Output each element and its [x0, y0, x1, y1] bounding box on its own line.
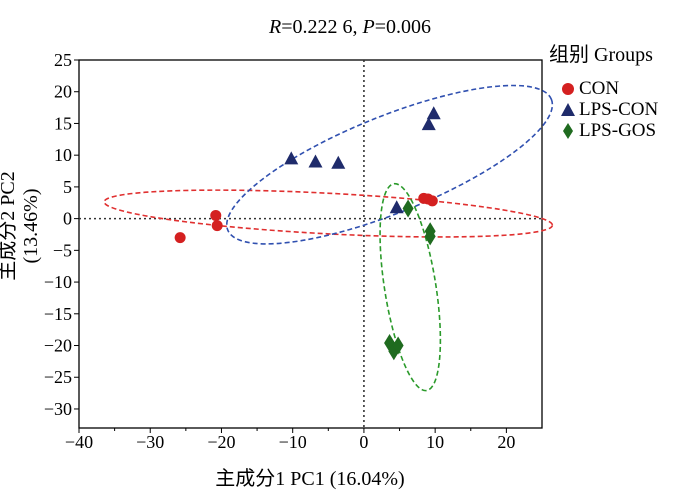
point-lps-con [421, 117, 436, 131]
y-tick-label: 10 [54, 145, 72, 165]
circle-marker-icon [562, 82, 574, 95]
chart-title: R=0.222 6, P=0.006 [269, 16, 431, 38]
x-tick-label: 10 [426, 432, 444, 452]
point-lps-con [308, 154, 323, 168]
y-tick-label: −15 [44, 304, 72, 324]
y-tick-label: −25 [44, 367, 72, 387]
y-tick-label: −5 [53, 240, 72, 260]
point-con [174, 232, 186, 244]
x-tick-label: −10 [279, 432, 307, 452]
x-tick-label: 0 [359, 432, 368, 452]
triangle-marker-icon [561, 102, 575, 116]
point-lps-con [389, 200, 404, 214]
legend-item-lps-con: LPS-CON [559, 99, 658, 120]
diamond-marker-icon [563, 122, 573, 139]
x-tick-label: −20 [207, 432, 235, 452]
legend: CON LPS-CON LPS-GOS [559, 78, 658, 141]
y-tick-label: 25 [54, 50, 72, 70]
point-con [211, 220, 223, 232]
point-con [426, 195, 438, 207]
y-tick-label: 15 [54, 113, 72, 133]
y-tick-label: −20 [44, 336, 72, 356]
x-tick-label: −40 [65, 432, 93, 452]
point-lps-con [426, 106, 441, 120]
y-tick-label: 20 [54, 82, 72, 102]
y-axis-label: 主成分2 PC2 (13.46%) [0, 171, 42, 281]
legend-title: 组别 Groups [549, 44, 653, 66]
y-tick-label: 5 [63, 177, 72, 197]
y-tick-label: −30 [44, 399, 72, 419]
point-lps-con [284, 151, 299, 165]
point-lps-gos [392, 336, 404, 355]
point-lps-gos [402, 199, 414, 218]
y-tick-label: −10 [44, 272, 72, 292]
plot-frame [78, 59, 543, 429]
confidence-ellipse-con [103, 189, 554, 238]
x-tick-label: 20 [497, 432, 515, 452]
point-con [210, 209, 222, 221]
x-axis-label: 主成分1 PC1 (16.04%) [215, 468, 405, 490]
legend-item-lps-gos: LPS-GOS [559, 120, 658, 141]
point-lps-con [331, 155, 346, 169]
y-tick-label: 0 [63, 209, 72, 229]
confidence-ellipse-lps-gos [379, 182, 442, 392]
x-tick-label: −30 [136, 432, 164, 452]
confidence-ellipse-lps-con [225, 84, 554, 245]
point-lps-gos [424, 227, 436, 246]
legend-item-con: CON [559, 78, 658, 99]
